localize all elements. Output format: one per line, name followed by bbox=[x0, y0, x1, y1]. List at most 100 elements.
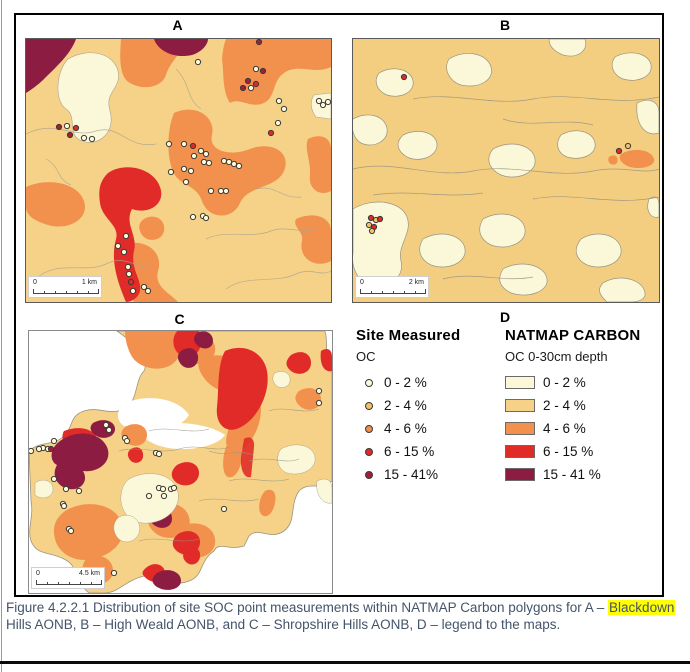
site-point bbox=[235, 162, 243, 170]
page-bottom-rule bbox=[0, 661, 690, 664]
site-point bbox=[50, 437, 58, 445]
map-a-contour-lines bbox=[26, 68, 331, 290]
site-point bbox=[324, 98, 331, 106]
site-point bbox=[220, 157, 228, 165]
legend-item-label: 2 - 4 % bbox=[543, 398, 586, 413]
legend-item-label: 2 - 4 % bbox=[384, 398, 427, 413]
scalebar-length: 4.5 km bbox=[78, 570, 100, 577]
site-legend-subtitle: OC bbox=[356, 349, 376, 364]
site-point bbox=[255, 39, 263, 46]
site-point bbox=[202, 150, 210, 158]
site-point bbox=[275, 97, 283, 105]
scalebar-ruler bbox=[36, 580, 102, 585]
site-point bbox=[75, 487, 83, 495]
site-legend-item: 0 - 2 % bbox=[356, 371, 501, 394]
legend-item-label: 0 - 2 % bbox=[543, 375, 586, 390]
scalebar-ruler bbox=[33, 289, 99, 294]
site-point bbox=[189, 213, 197, 221]
site-point bbox=[365, 221, 373, 229]
site-point bbox=[367, 214, 375, 222]
site-point bbox=[80, 134, 88, 142]
site-point bbox=[122, 232, 130, 240]
site-point bbox=[55, 123, 63, 131]
map-a-maroon-polygons bbox=[26, 39, 208, 93]
site-legend-item: 4 - 6 % bbox=[356, 417, 501, 440]
map-a-site-points-layer bbox=[55, 39, 331, 295]
natmap-carbon-legend: NATMAP CARBON OC 0-30cm depth 0 - 2 % 2 -… bbox=[505, 327, 665, 486]
site-point bbox=[47, 445, 55, 453]
map-b-site-points-layer bbox=[365, 73, 632, 235]
legend-item-label: 4 - 6 % bbox=[384, 421, 427, 436]
site-legend-item: 6 - 15 % bbox=[356, 440, 501, 463]
site-point bbox=[110, 569, 118, 577]
map-a: 0 1 km bbox=[25, 38, 332, 303]
panel-d-label: D bbox=[499, 309, 511, 325]
site-point bbox=[159, 485, 167, 493]
caption-text-before: Figure 4.2.2.1 Distribution of site SOC … bbox=[6, 600, 609, 615]
caption-highlight: Blackdown bbox=[608, 600, 676, 615]
map-a-red-polygons bbox=[99, 167, 162, 302]
site-point bbox=[124, 263, 132, 271]
site-point bbox=[259, 67, 267, 75]
map-c-cream-polygons bbox=[34, 371, 332, 543]
site-point bbox=[252, 80, 260, 88]
map-b-orange-polygons bbox=[608, 149, 655, 169]
site-legend-items: 0 - 2 % 2 - 4 % 4 - 6 % 6 - 15 % 15 - 41% bbox=[356, 371, 501, 486]
figure-frame: A bbox=[14, 13, 664, 597]
site-point bbox=[207, 187, 215, 195]
site-point bbox=[225, 158, 233, 166]
site-point bbox=[187, 167, 195, 175]
site-point bbox=[202, 214, 210, 222]
site-point bbox=[105, 426, 113, 434]
site-point bbox=[194, 58, 202, 66]
legend-item-label: 6 - 15 % bbox=[543, 444, 594, 459]
site-point bbox=[274, 119, 282, 127]
site-point bbox=[72, 124, 80, 132]
site-point bbox=[180, 140, 188, 148]
natmap-legend-items: 0 - 2 % 2 - 4 % 4 - 6 % 6 - 15 % 15 - 41 % bbox=[505, 371, 665, 486]
site-point bbox=[624, 142, 632, 150]
site-point bbox=[60, 502, 68, 510]
site-legend-item: 2 - 4 % bbox=[356, 394, 501, 417]
site-legend-title: Site Measured bbox=[356, 327, 461, 344]
scalebar-zero: 0 bbox=[36, 570, 40, 577]
map-a-cream-polygons bbox=[57, 52, 331, 143]
site-point bbox=[29, 447, 35, 455]
map-c-canvas bbox=[29, 331, 332, 593]
scalebar-zero: 0 bbox=[33, 279, 37, 286]
map-a-scalebar: 0 1 km bbox=[28, 276, 102, 298]
site-measured-legend: Site Measured OC 0 - 2 % 2 - 4 % 4 - 6 % 6 … bbox=[356, 327, 501, 486]
site-point bbox=[217, 187, 225, 195]
site-legend-item: 15 - 41% bbox=[356, 463, 501, 486]
map-a-canvas bbox=[26, 39, 331, 302]
scalebar-length: 1 km bbox=[81, 279, 97, 286]
site-point bbox=[35, 445, 43, 453]
site-class-dot bbox=[365, 424, 373, 433]
site-point bbox=[220, 505, 228, 513]
legend-item-label: 6 - 15 % bbox=[384, 444, 435, 459]
site-class-dot bbox=[365, 401, 373, 410]
site-point bbox=[160, 492, 168, 500]
site-point bbox=[180, 165, 188, 173]
natmap-class-swatch bbox=[505, 399, 535, 412]
site-point bbox=[129, 287, 137, 295]
natmap-legend-item: 4 - 6 % bbox=[505, 417, 665, 440]
site-point bbox=[127, 278, 135, 286]
site-point bbox=[67, 527, 75, 535]
site-point bbox=[66, 131, 74, 139]
natmap-legend-item: 6 - 15 % bbox=[505, 440, 665, 463]
site-class-dot bbox=[365, 378, 373, 387]
site-point bbox=[102, 421, 110, 429]
site-point bbox=[615, 147, 623, 155]
site-point bbox=[376, 215, 384, 223]
site-point bbox=[280, 105, 288, 113]
site-point bbox=[155, 450, 163, 458]
site-point bbox=[144, 287, 152, 295]
map-c: 0 4.5 km bbox=[28, 330, 333, 594]
site-point bbox=[252, 65, 260, 73]
natmap-legend-title: NATMAP CARBON bbox=[505, 327, 641, 344]
site-point bbox=[400, 73, 408, 81]
legend-item-label: 4 - 6 % bbox=[543, 421, 586, 436]
natmap-legend-item: 0 - 2 % bbox=[505, 371, 665, 394]
site-class-dot bbox=[365, 470, 373, 479]
